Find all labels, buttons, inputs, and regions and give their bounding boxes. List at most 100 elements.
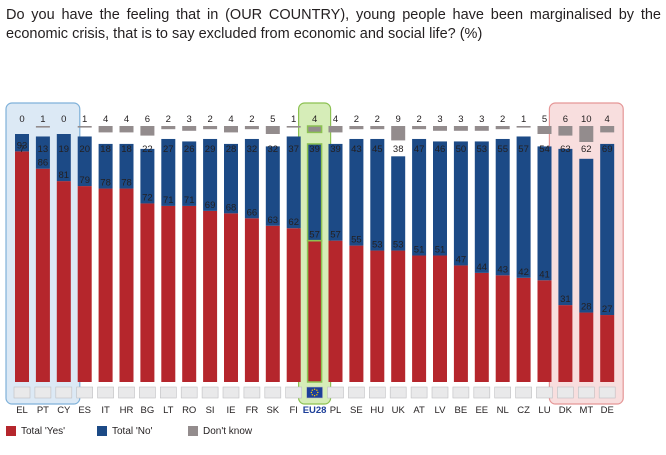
flag-SE [348,386,365,399]
flag-RO [180,386,198,399]
bar-no-EU28 [306,143,323,242]
tick-label-HR: HR [120,405,134,416]
bar-yes-ES [77,186,92,382]
label-no-SI: 29 [205,144,216,155]
label-yes-LV: 51 [435,245,446,256]
label-dk-PL: 4 [333,114,338,125]
label-no-IT: 18 [100,144,111,155]
tick-label-IE: IE [227,405,236,416]
bar-dk-MT [579,126,594,142]
bar-no-DE [600,143,615,316]
bar-dk-HU [370,126,385,130]
bar-yes-BE [453,265,468,382]
label-yes-ES: 79 [79,175,90,186]
flag-FI [285,386,303,399]
label-dk-LT: 2 [166,114,171,125]
bar-yes-EL [15,151,29,382]
bar-no-FR [244,138,259,219]
bar-yes-NL [495,275,510,382]
bar-dk-IE [224,126,238,133]
bar-yes-CY [56,181,71,382]
bar-no-UK [391,156,406,251]
flag-LV [431,386,449,399]
label-yes-FI: 62 [288,217,299,228]
bar-yes-FR [244,218,259,382]
label-no-FR: 32 [247,144,258,155]
label-dk-ES: 1 [82,114,87,125]
label-no-CY: 19 [59,144,70,155]
bar-no-AT [412,138,427,256]
tick-label-EE: EE [475,405,488,416]
flag-SI [201,386,219,399]
flag-EE [473,386,491,399]
label-yes-IE: 68 [226,202,237,213]
bar-dk-LU [537,126,552,134]
bar-dk-ES [77,126,92,128]
legend-swatch-no [97,426,107,436]
tick-label-SI: SI [206,405,215,416]
tick-label-PL: PL [330,405,342,416]
flag-BE [452,386,470,399]
flag-LT [160,386,177,399]
label-no-PL: 39 [330,144,341,155]
bar-no-LV [433,141,447,256]
tick-label-SE: SE [350,405,363,416]
tick-label-CY: CY [57,405,71,416]
label-dk-LV: 3 [437,114,442,125]
flag-AT [410,386,428,399]
bar-dk-SK [265,126,280,134]
bar-dk-LT [161,126,176,130]
bar-no-PT [35,136,50,169]
bar-yes-EU28 [306,239,323,383]
bar-yes-HU [370,250,385,382]
bar-dk-DE [600,126,615,133]
flag-MT [577,386,595,399]
label-no-RO: 26 [184,144,195,155]
bar-no-RO [182,141,197,206]
bar-no-LT [161,138,176,206]
bar-yes-EE [474,272,489,382]
bar-dk-SE [349,126,364,130]
tick-label-IT: IT [101,405,110,416]
bar-dk-LV [433,126,447,131]
tick-label-DE: DE [601,405,614,416]
bar-no-HR [119,143,134,189]
label-no-BE: 50 [456,144,467,155]
bar-dk-EE [474,126,489,131]
bar-dk-HR [119,126,134,133]
label-yes-PL: 57 [330,230,341,241]
bar-no-IT [98,143,113,189]
label-no-LV: 46 [435,144,446,155]
label-no-SE: 43 [351,144,362,155]
flag-PL [327,386,344,399]
label-yes-SE: 55 [351,235,362,246]
label-yes-FR: 66 [247,207,258,218]
bar-dk-RO [182,126,197,131]
label-yes-DK: 31 [560,294,571,305]
bar-yes-SE [349,245,364,382]
label-yes-LU: 41 [539,269,550,280]
label-dk-SE: 2 [354,114,359,125]
bar-no-FI [286,136,301,229]
tick-label-MT: MT [579,405,593,416]
label-no-LU: 54 [539,144,550,155]
label-no-ES: 20 [79,144,90,155]
label-dk-PT: 1 [40,114,45,125]
flag-BG [139,386,156,399]
bar-yes-MT [579,312,594,382]
bar-dk-UK [391,126,406,141]
bar-no-BE [453,141,468,266]
label-yes-HU: 53 [372,240,383,251]
label-yes-IT: 78 [100,178,111,189]
bar-yes-AT [412,255,427,382]
bar-dk-DK [558,126,573,136]
label-no-DE: 69 [602,144,613,155]
flag-IE [222,386,240,399]
label-no-SK: 32 [268,144,279,155]
bar-yes-IT [98,188,113,382]
bar-dk-PL [328,126,343,133]
label-no-LT: 27 [163,144,174,155]
label-dk-EE: 3 [479,114,484,125]
label-no-HU: 45 [372,144,383,155]
bar-yes-RO [182,205,197,382]
